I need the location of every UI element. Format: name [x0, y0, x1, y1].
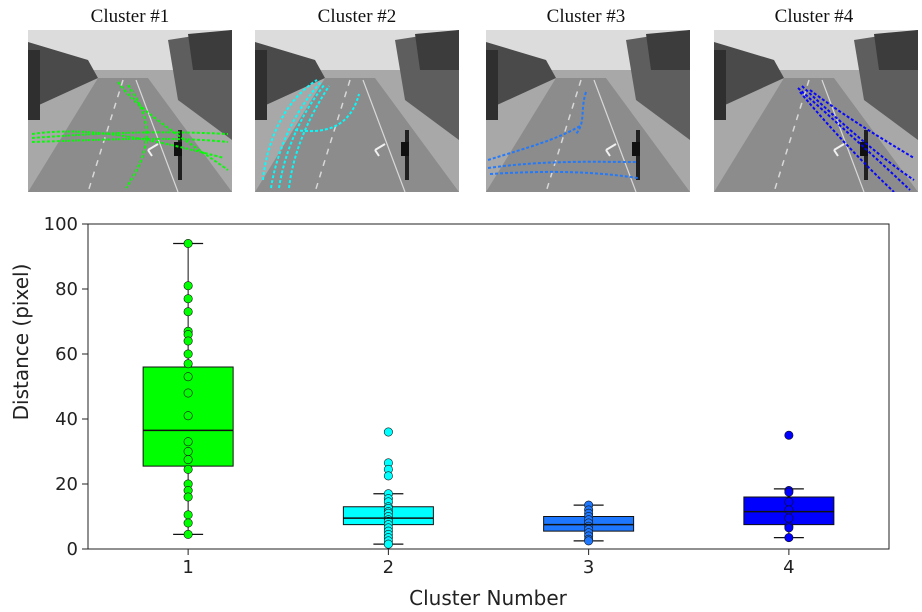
data-point [183, 349, 193, 359]
plot-marks [142, 238, 835, 549]
panel-title-4: Cluster #4 [774, 6, 854, 27]
data-point [784, 487, 794, 497]
y-tick-label: 80 [55, 279, 78, 300]
x-tick-label: 3 [583, 557, 594, 578]
box-plot-chart: 0 20 40 60 80 100 1 2 3 4 Distance (pixel) Cluste… [9, 214, 890, 610]
data-point [183, 294, 193, 304]
y-tick-label: 0 [67, 539, 78, 560]
data-point [183, 372, 193, 382]
data-point [183, 492, 193, 502]
panel-title-2: Cluster #2 [317, 6, 397, 27]
data-point [183, 437, 193, 447]
y-tick-label: 100 [44, 214, 78, 235]
panel-title-3: Cluster #3 [546, 6, 626, 27]
y-tick-label: 20 [55, 474, 78, 495]
data-point [183, 307, 193, 317]
data-point [183, 359, 193, 369]
x-tick-label: 2 [383, 557, 394, 578]
data-point [183, 388, 193, 398]
data-point [183, 464, 193, 474]
plot-axes: 0 20 40 60 80 100 1 2 3 4 [44, 214, 890, 578]
box-cluster-1 [142, 238, 234, 539]
x-tick-label: 1 [182, 557, 193, 578]
data-point [383, 427, 393, 437]
data-point [183, 510, 193, 520]
x-tick-label: 4 [783, 557, 794, 578]
y-tick-label: 40 [55, 409, 78, 430]
data-point [183, 447, 193, 457]
data-point [784, 497, 794, 507]
data-point [183, 411, 193, 421]
data-point [784, 513, 794, 523]
data-point [383, 471, 393, 481]
box-cluster-2 [342, 427, 434, 549]
data-point [383, 539, 393, 549]
y-axis-label: Distance (pixel) [9, 264, 33, 421]
data-point [183, 529, 193, 539]
data-point [584, 536, 594, 546]
street-image-cluster-4 [714, 30, 918, 192]
y-tick-label: 60 [55, 344, 78, 365]
panel-title-1: Cluster #1 [90, 6, 170, 27]
box-cluster-4 [743, 430, 835, 543]
data-point [183, 238, 193, 248]
data-point [183, 518, 193, 528]
plot-frame [87, 223, 890, 550]
data-point [183, 455, 193, 465]
box-cluster-3 [543, 500, 635, 546]
data-point [784, 523, 794, 533]
data-point [784, 430, 794, 440]
street-image-cluster-2 [255, 30, 459, 192]
street-image-cluster-1 [28, 30, 232, 192]
data-point [183, 281, 193, 291]
data-point [784, 533, 794, 543]
data-point [183, 336, 193, 346]
street-image-cluster-3 [486, 30, 690, 192]
data-point [784, 505, 794, 515]
x-axis-label: Cluster Number [409, 586, 567, 610]
